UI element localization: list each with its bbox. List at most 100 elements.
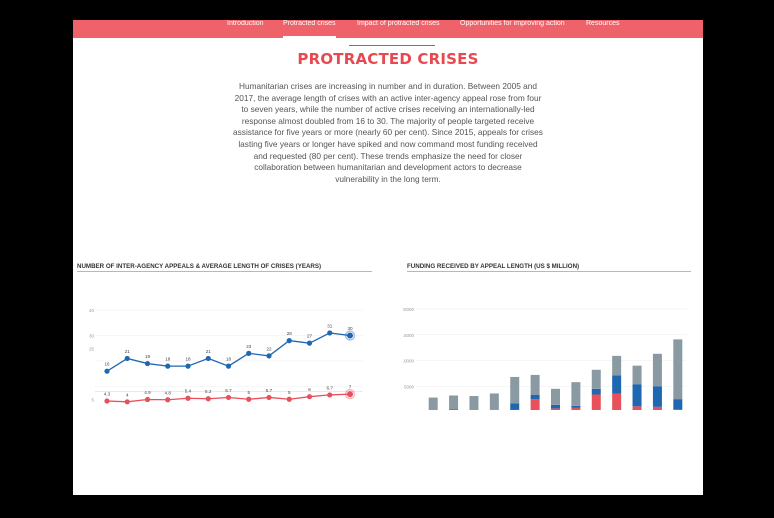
data-point (104, 368, 110, 374)
data-point (266, 353, 272, 359)
data-point (124, 399, 130, 405)
y-tick-label: 5 (91, 397, 94, 402)
data-point (205, 396, 211, 402)
bar-segment (673, 339, 683, 400)
data-point (246, 350, 252, 356)
data-label: 5.4 (185, 389, 192, 394)
bar-segment (551, 408, 560, 410)
data-label: 4.3 (104, 392, 111, 397)
bar-segment (510, 376, 520, 404)
nav-opportunities[interactable]: Opportunities for improving action (460, 20, 565, 27)
data-point (347, 332, 353, 339)
bar-segment (571, 407, 581, 410)
bar-segment (612, 355, 622, 376)
bar-chart-rule (407, 271, 691, 272)
bar-segment (530, 395, 540, 400)
data-point-halo (344, 389, 356, 400)
bar-segment (652, 353, 662, 387)
data-label: 18 (185, 357, 191, 362)
line-chart-rule (77, 271, 372, 272)
bar-segment (612, 375, 622, 394)
bar-segment (673, 399, 683, 410)
data-point (286, 396, 292, 402)
bar-segment (571, 382, 581, 406)
bar-segment (652, 406, 662, 410)
data-label: 7 (349, 385, 352, 390)
data-point (185, 395, 191, 401)
line-chart-title: NUMBER OF INTER-AGENCY APPEALS & AVERAGE… (77, 263, 322, 270)
data-point (246, 396, 252, 402)
data-label: 5 (288, 390, 291, 395)
data-label: 23 (246, 344, 252, 349)
data-point (205, 355, 211, 362)
nav-introduction[interactable]: Introduction (227, 20, 264, 27)
data-label: 4.9 (144, 390, 151, 395)
bar-segment (489, 393, 499, 410)
y-tick-label: 10000 (403, 359, 414, 364)
data-point (225, 394, 232, 401)
data-point (347, 391, 353, 398)
data-point-halo (344, 330, 356, 341)
data-label: 6.7 (327, 385, 334, 390)
browser-viewport: Introduction Protracted crises Impact of… (73, 20, 703, 495)
data-point (225, 363, 232, 369)
bar-segment (571, 405, 581, 408)
data-label: 6 (308, 387, 311, 392)
y-tick-label: 30 (89, 334, 95, 339)
y-tick-label: 15000 (403, 333, 414, 338)
data-point (165, 363, 171, 369)
bar-segment (449, 395, 459, 410)
bar-segment (551, 388, 560, 405)
bar-segment (428, 397, 438, 410)
bar-segment (673, 409, 683, 410)
bar-chart-title: FUNDING RECEIVED BY APPEAL LENGTH (US $ … (407, 263, 580, 270)
bar-segment (551, 404, 560, 409)
bar-segment (591, 394, 601, 410)
data-label: 22 (266, 346, 272, 351)
data-point (124, 355, 130, 362)
bar-segment (591, 388, 601, 395)
data-point (327, 392, 333, 398)
data-point (327, 330, 333, 336)
data-label: 31 (327, 323, 333, 328)
data-point (144, 396, 151, 403)
data-label: 18 (165, 357, 171, 362)
bar-segment (632, 384, 642, 407)
data-point (266, 394, 272, 401)
bar-segment (632, 406, 642, 410)
data-label: 27 (307, 334, 313, 339)
data-label: 5.2 (205, 389, 212, 394)
data-label: 30 (347, 326, 353, 331)
bar-segment (652, 386, 662, 407)
bar-segment (632, 365, 642, 385)
y-tick-label: 20000 (403, 307, 414, 312)
bar-segment (530, 399, 540, 410)
data-label: 19 (145, 354, 151, 359)
data-label: 28 (287, 331, 293, 336)
data-label: 5 (247, 390, 250, 395)
bar-segment (469, 396, 479, 410)
data-label: 18 (226, 357, 232, 362)
data-point (104, 398, 110, 404)
data-point (144, 360, 151, 367)
data-point (286, 338, 292, 344)
y-tick-label: 5000 (404, 384, 415, 389)
data-point (165, 397, 171, 403)
nav-impact[interactable]: Impact of protracted crises (357, 20, 440, 27)
y-tick-label: 25 (89, 346, 95, 351)
title-underline (349, 45, 435, 46)
data-label: 21 (206, 349, 212, 354)
data-label: 4.8 (165, 390, 172, 395)
y-tick-label: 40 (89, 308, 95, 313)
data-point (185, 363, 191, 369)
bar-segment (591, 369, 601, 389)
nav-protracted-crises[interactable]: Protracted crises (283, 20, 336, 38)
intro-paragraph: Humanitarian crises are increasing in nu… (233, 81, 543, 184)
bar-segment (449, 409, 459, 410)
top-navigation: Introduction Protracted crises Impact of… (73, 20, 703, 38)
nav-resources[interactable]: Resources (586, 20, 620, 27)
data-label: 21 (125, 349, 131, 354)
page-title: PROTRACTED CRISES (297, 50, 479, 68)
data-label: 16 (104, 362, 110, 367)
bar-segment (612, 393, 622, 410)
